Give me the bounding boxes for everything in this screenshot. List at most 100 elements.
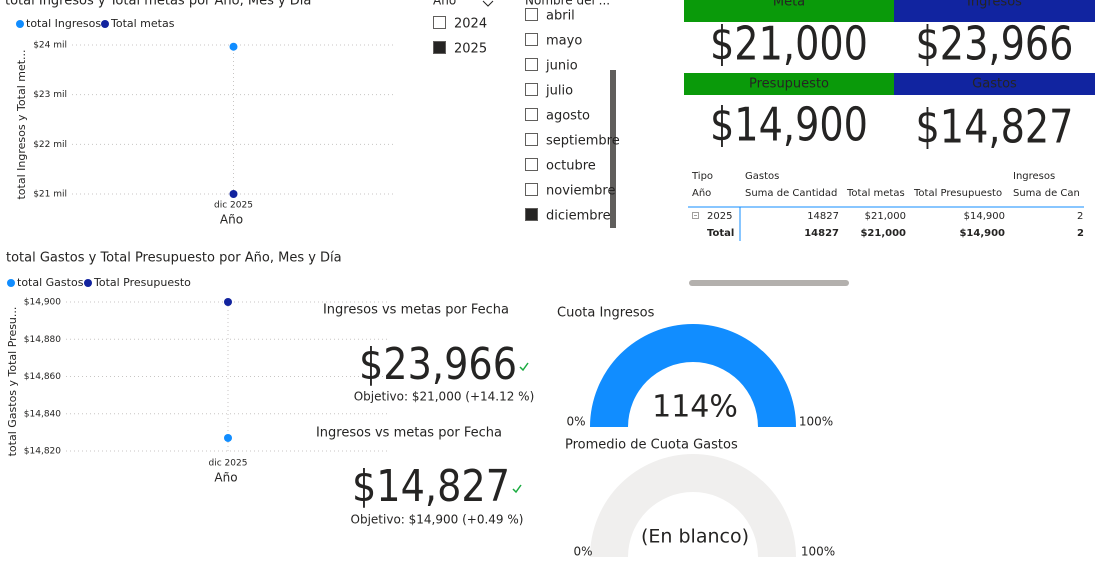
legend-marker <box>84 279 92 287</box>
kpi-check <box>512 484 522 494</box>
legend-label: total Ingresos <box>26 17 101 30</box>
table-header: Gastos <box>745 171 779 182</box>
gauge-tick-label: 100% <box>799 415 833 429</box>
slicer-item[interactable]: diciembre <box>546 209 611 224</box>
y-tick-label: $23 mil <box>33 90 67 100</box>
table-header: Suma de Cantidad <box>745 188 837 199</box>
slicer-item[interactable]: noviembre <box>546 184 615 199</box>
data-point <box>224 298 232 306</box>
legend-label: total Gastos <box>17 276 84 289</box>
card-value: $21,000 <box>710 17 868 71</box>
x-tick-label: dic 2025 <box>214 201 253 211</box>
y-tick-label: $14,820 <box>24 447 61 457</box>
slicer-dropdown[interactable] <box>482 0 494 7</box>
slicer-item[interactable]: octubre <box>546 159 596 174</box>
table-cell: 14827 <box>807 211 839 222</box>
legend-marker <box>16 20 24 28</box>
checkbox[interactable] <box>525 83 538 96</box>
gauge-title: Cuota Ingresos <box>557 306 655 321</box>
checkbox[interactable] <box>433 16 446 29</box>
card-header <box>894 0 1095 22</box>
card-header <box>894 73 1095 95</box>
card-title: Ingresos <box>967 0 1022 10</box>
y-axis-title: total Ingresos y Total met... <box>15 49 28 199</box>
gauge-tick-label: 0% <box>566 415 585 429</box>
legend-label: Total Presupuesto <box>93 276 191 289</box>
table-cell: 2 <box>1077 211 1083 222</box>
gauge-tick-label: 100% <box>801 545 835 559</box>
card-title: Presupuesto <box>749 77 829 92</box>
table-cell: 14827 <box>804 228 839 239</box>
slicer-item[interactable]: agosto <box>546 109 590 124</box>
expand-icon[interactable] <box>692 212 699 219</box>
chart-title: total Gastos y Total Presupuesto por Año… <box>6 251 342 266</box>
table-header: Suma de Can <box>1013 188 1080 199</box>
legend-marker <box>101 20 109 28</box>
gauge-title: Promedio de Cuota Gastos <box>565 438 738 453</box>
gauge-value: (En blanco) <box>641 526 749 548</box>
checkbox[interactable] <box>525 133 538 146</box>
card-value: $23,966 <box>916 17 1074 71</box>
kpi-goal: Objetivo: $21,000 (+14.12 %) <box>354 390 535 404</box>
card-header <box>684 0 894 22</box>
y-tick-label: $14,860 <box>24 372 61 382</box>
y-tick-label: $14,840 <box>24 409 61 419</box>
checkbox[interactable] <box>433 41 446 54</box>
data-point <box>229 190 238 198</box>
table-cell: 2 <box>1077 228 1084 239</box>
slicer-item[interactable]: abril <box>546 9 575 24</box>
card-value: $14,827 <box>916 100 1074 154</box>
table-cell: $14,900 <box>959 228 1005 239</box>
y-axis-title: total Gastos y Total Presu... <box>6 307 19 457</box>
legend-marker <box>7 279 15 287</box>
y-tick-label: $21 mil <box>33 190 67 200</box>
kpi-value: $23,966 <box>359 339 517 390</box>
checkbox[interactable] <box>525 158 538 171</box>
slicer-header: Año <box>433 0 456 8</box>
card-header <box>684 73 894 95</box>
table-header: Tipo <box>691 171 713 182</box>
x-tick-label: dic 2025 <box>209 459 248 469</box>
slicer-item[interactable]: 2024 <box>454 17 487 32</box>
kpi-goal: Objetivo: $14,900 (+0.49 %) <box>351 513 524 527</box>
gauge-value: 114% <box>652 390 738 425</box>
kpi-title: Ingresos vs metas por Fecha <box>316 426 502 441</box>
table-cell: 2025 <box>707 211 732 222</box>
slicer-header: Nombre del ... <box>525 0 610 8</box>
slicer-item[interactable]: julio <box>545 84 573 99</box>
kpi-value: $14,827 <box>352 461 510 512</box>
checkbox[interactable] <box>525 58 538 71</box>
table-scrollbar[interactable] <box>689 280 849 286</box>
y-tick-label: $24 mil <box>33 41 67 51</box>
checkbox[interactable] <box>525 8 538 21</box>
gauge-tick-label: 0% <box>573 545 592 559</box>
slicer-item[interactable]: 2025 <box>454 42 487 57</box>
checkbox[interactable] <box>525 33 538 46</box>
checkbox[interactable] <box>525 208 538 221</box>
y-tick-label: $14,880 <box>24 335 61 345</box>
slicer-scrollbar[interactable] <box>610 70 616 228</box>
checkbox[interactable] <box>525 108 538 121</box>
kpi-title: Ingresos vs metas por Fecha <box>323 303 509 318</box>
data-point <box>224 433 232 442</box>
table-header: Total Presupuesto <box>913 188 1002 199</box>
gauge-fill <box>590 324 796 427</box>
table-cell: $14,900 <box>964 211 1005 222</box>
slicer-item[interactable]: septiembre <box>546 134 620 149</box>
table-header: Ingresos <box>1013 171 1055 182</box>
card-title: Gastos <box>972 77 1017 92</box>
gauge-track <box>590 454 796 557</box>
checkbox[interactable] <box>525 183 538 196</box>
card-title: Meta <box>773 0 805 10</box>
data-point <box>229 42 238 51</box>
y-tick-label: $14,900 <box>24 298 61 308</box>
table-cell: $21,000 <box>860 228 906 239</box>
table: Tipo Año Gastos Suma de Cantidad Total metas… <box>688 171 1084 241</box>
table-cell: $21,000 <box>865 211 906 222</box>
x-axis-title: Año <box>214 471 237 485</box>
slicer-item[interactable]: junio <box>545 59 578 74</box>
slicer-item[interactable]: mayo <box>546 34 582 49</box>
table-header: Año <box>692 188 711 199</box>
